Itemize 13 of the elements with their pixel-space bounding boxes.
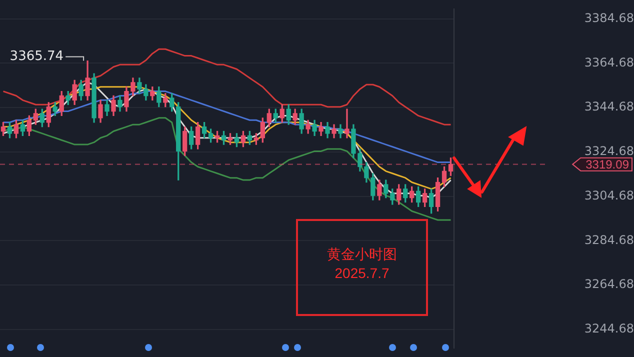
- ref-line-label: 3319.09: [586, 158, 630, 172]
- y-tick-label: 3304.68: [584, 188, 634, 202]
- y-tick-label: 3284.68: [584, 232, 634, 247]
- annotation: 3365.74: [10, 49, 64, 64]
- y-tick-label: 3264.68: [584, 277, 634, 292]
- annotation: 黄金小时图: [326, 245, 398, 264]
- y-tick-label: 3344.68: [584, 100, 634, 114]
- y-tick-label: 3364.68: [584, 55, 634, 70]
- note-frame: 黄金小时图 2025.7.7: [296, 219, 428, 316]
- y-tick-label: 3324.68: [584, 144, 634, 158]
- annotation: 2025.7.7: [334, 264, 390, 283]
- y-tick-label: 3244.68: [584, 322, 634, 336]
- y-tick-label: 3384.68: [584, 10, 634, 25]
